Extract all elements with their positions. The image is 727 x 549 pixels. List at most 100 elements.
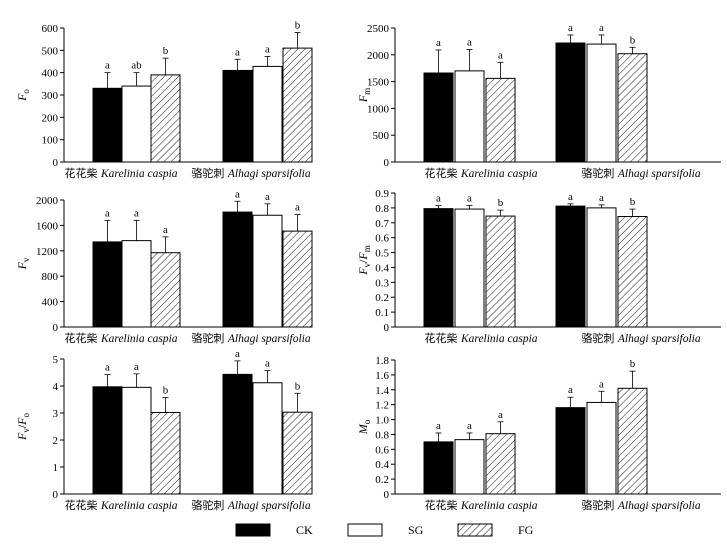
significance-letter: ab: [131, 60, 142, 72]
bar: [92, 386, 123, 495]
bar: [586, 43, 617, 163]
chart-panel-3: a a a a a a 0 400 800 1200 1600 2000 花花柴 Karelinia c…: [15, 188, 313, 345]
significance-letter: a: [599, 378, 604, 390]
bar: [282, 411, 313, 495]
y-tick-label: 0.4: [375, 459, 389, 471]
error-bar: [264, 370, 271, 383]
error-bar: [133, 373, 140, 388]
legend-item: CK: [235, 523, 313, 537]
bar: [586, 401, 617, 495]
bar: [555, 205, 586, 328]
error-bar: [629, 208, 636, 217]
significance-letter: a: [498, 409, 503, 421]
bar: [617, 53, 648, 163]
y-tick-label: 1600: [36, 220, 59, 232]
bar: [485, 215, 516, 328]
significance-letter: b: [630, 34, 636, 46]
y-tick-label: 0.6: [375, 233, 389, 245]
y-tick-label: 100: [42, 135, 59, 147]
significance-letter: a: [568, 22, 573, 34]
x-category-label: 花花柴 Karelinia caspia: [64, 331, 177, 345]
error-bar: [466, 49, 473, 71]
bar: [150, 74, 181, 163]
error-bar: [497, 421, 504, 434]
bar: [222, 69, 253, 163]
error-bar: [567, 396, 574, 408]
bar: [617, 216, 648, 328]
y-tick-label: 0.9: [375, 188, 389, 200]
significance-letter: a: [134, 361, 139, 373]
error-bar: [567, 34, 574, 44]
y-tick-label: 1.4: [375, 385, 389, 397]
y-tick-label: 500: [42, 45, 59, 57]
bar: [454, 70, 485, 163]
error-bar: [133, 72, 140, 87]
x-category-label: 骆驼刺 Alhagi sparsifolia: [191, 331, 310, 345]
error-bar: [567, 203, 574, 207]
chart-panel-6: a a a a a b 0 0.2 0.4 0.6 0.8 1.0 1.2 1.4 1.6 1.8 花花柴 Ka…: [356, 355, 721, 512]
y-axis-label: Fv/Fm: [356, 245, 372, 276]
error-bar: [234, 200, 241, 213]
bar: [555, 42, 586, 163]
y-axis-label: Mo: [356, 419, 372, 435]
y-tick-label: 0.1: [375, 307, 389, 319]
chart-panel-4: a a a a b b 0 0.1 0.2 0.3 0.4 0.5 0.6 0.7 0.8 0.9 花花柴 Ka…: [356, 188, 721, 345]
y-tick-label: 2: [53, 435, 59, 447]
y-tick-label: 300: [42, 90, 59, 102]
y-tick-label: 0.6: [375, 444, 389, 456]
y-tick-label: 200: [42, 112, 59, 124]
significance-letter: a: [265, 191, 270, 203]
y-tick-label: 0.2: [375, 292, 389, 304]
y-tick-label: 0.2: [375, 474, 389, 486]
error-bar: [264, 203, 271, 216]
bar: [92, 241, 123, 328]
chart-panel-2: a a a a a b 0 500 1000 1500 2000 2500 花花柴 Karelinia …: [356, 22, 721, 180]
error-bar: [629, 370, 636, 389]
error-bar: [264, 55, 271, 67]
y-tick-label: 2500: [367, 23, 390, 35]
y-axis-label: Fm: [356, 88, 372, 103]
y-tick-label: 400: [42, 297, 59, 309]
y-tick-label: 0: [53, 322, 59, 334]
bar: [423, 72, 454, 163]
significance-letter: b: [295, 380, 301, 392]
significance-letter: a: [105, 362, 110, 374]
bar: [423, 441, 454, 495]
bar: [617, 387, 648, 495]
error-bar: [104, 374, 111, 387]
error-bar: [294, 214, 301, 232]
y-tick-label: 0.8: [375, 429, 389, 441]
bar: [150, 411, 181, 495]
significance-letter: b: [163, 385, 169, 397]
error-bar: [497, 209, 504, 217]
x-category-label: 骆驼刺 Alhagi sparsifolia: [581, 166, 700, 180]
axes: [391, 359, 721, 495]
error-bar: [104, 219, 111, 242]
x-category-label: 骆驼刺 Alhagi sparsifolia: [581, 498, 700, 512]
significance-letter: a: [235, 46, 240, 58]
significance-letter: b: [295, 19, 301, 31]
error-bar: [598, 204, 605, 208]
y-tick-label: 600: [42, 23, 59, 35]
bar: [252, 65, 283, 163]
x-category-label: 骆驼刺 Alhagi sparsifolia: [191, 166, 310, 180]
significance-letter: a: [436, 420, 441, 432]
y-tick-label: 500: [373, 130, 390, 142]
error-bar: [104, 72, 111, 89]
y-tick-label: 1: [53, 462, 59, 474]
y-tick-label: 1.2: [375, 400, 389, 412]
significance-letter: a: [599, 22, 604, 34]
legend-label: SG: [408, 523, 424, 537]
axes: [60, 199, 288, 328]
significance-letter: a: [498, 49, 503, 61]
legend-swatch: [235, 523, 271, 537]
significance-letter: a: [105, 207, 110, 219]
y-tick-label: 0: [53, 157, 59, 169]
significance-letter: a: [295, 202, 300, 214]
axes: [60, 358, 288, 495]
bar: [423, 208, 454, 328]
bar: [485, 433, 516, 495]
legend-swatch: [457, 523, 493, 537]
bar: [282, 230, 313, 328]
x-category-label: 花花柴 Karelinia caspia: [64, 498, 177, 512]
